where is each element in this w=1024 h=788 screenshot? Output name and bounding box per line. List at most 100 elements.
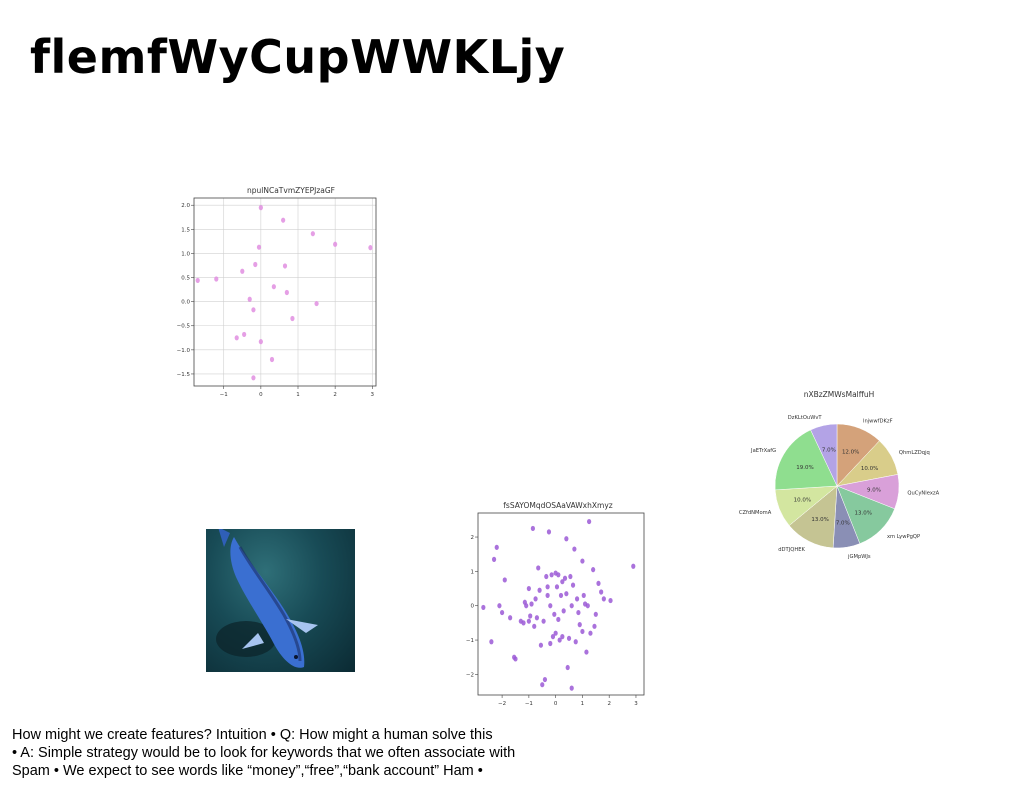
scatter-point	[529, 601, 534, 607]
scatter-point	[524, 603, 529, 609]
scatter-point	[494, 544, 499, 550]
scatter-point	[544, 573, 549, 580]
scatter-point	[557, 637, 562, 643]
scatter-point	[499, 609, 505, 616]
scatter-point	[513, 656, 518, 662]
y-tick-label: 0	[471, 604, 475, 610]
scatter-point	[601, 596, 606, 602]
scatter-point	[491, 556, 497, 562]
x-tick-label: 0	[554, 701, 558, 707]
scatter-point	[234, 335, 239, 341]
scatter-point	[497, 603, 502, 609]
scatter-point	[554, 584, 560, 590]
scatter-point	[481, 604, 486, 611]
y-tick-label: −1	[466, 638, 474, 644]
slice-category-label: QuCyNlexzA	[907, 491, 939, 497]
scatter-point	[240, 268, 245, 274]
scatter-point	[545, 592, 550, 599]
scatter-point	[581, 592, 586, 599]
scatter-point	[368, 245, 373, 251]
x-tick-label: −1	[220, 392, 228, 398]
scatter-point	[568, 573, 573, 580]
scatter-point	[502, 577, 507, 583]
scatter-point	[596, 580, 601, 586]
scatter-point	[588, 630, 593, 636]
y-tick-label: 2	[471, 535, 475, 541]
slice-value-label: 7.0%	[822, 448, 836, 454]
scatter-point	[256, 244, 262, 250]
x-tick-label: 2	[607, 701, 611, 707]
scatter-point	[290, 315, 295, 322]
scatter-point	[591, 567, 596, 573]
slice-category-label: DzKLtOuWvT	[788, 415, 823, 421]
scatter-point	[533, 596, 538, 602]
scatter-point	[253, 261, 258, 268]
slice-category-label: JaETrXafG	[750, 448, 776, 454]
pie-chart: nXBzZMWsMalffuH 12.0% lnjwwfDKzF 10.0% QhmL…	[739, 390, 940, 560]
x-tick-label: 2	[333, 392, 337, 398]
scatter-point	[631, 563, 636, 569]
scatter-point	[580, 558, 585, 564]
scatter-point	[565, 664, 570, 671]
scatter-point	[553, 630, 558, 636]
slice-value-label: 19.0%	[796, 465, 813, 471]
scatter-point	[560, 634, 565, 640]
y-tick-label: −0.5	[177, 324, 191, 330]
scatter-point	[526, 585, 531, 592]
koi-fish-photo	[206, 529, 355, 672]
scatter-point	[566, 635, 572, 641]
scatter-point	[532, 623, 537, 629]
scatter-point	[560, 579, 565, 585]
scatter-point	[333, 241, 338, 247]
scatter-point	[564, 536, 569, 542]
scatter-point	[584, 649, 589, 655]
body-text: How might we create features? Intuition …	[12, 727, 612, 781]
scatter-point	[593, 611, 598, 617]
scatter-point	[282, 263, 288, 269]
x-tick-label: 3	[371, 392, 375, 398]
scatter-point	[570, 582, 576, 588]
scatter-point	[587, 518, 592, 525]
slice-category-label: dDTJQHEK	[778, 547, 805, 553]
scatter-point	[569, 603, 574, 609]
scatter-point	[281, 217, 286, 223]
slice-value-label: 12.0%	[842, 449, 859, 455]
slice-value-label: 7.0%	[836, 521, 850, 527]
scatter-point	[548, 603, 553, 609]
scatter-chart-bottom: fsSAYOMqdOSAaVAWxhXmyz −2 −1 0 1 2 3 −2 −1 0 1 2	[466, 501, 645, 707]
y-tick-label: 1	[471, 569, 475, 575]
y-tick-label: 1.0	[181, 251, 190, 257]
y-tick-label: −2	[466, 672, 474, 678]
scatter-point	[540, 682, 545, 688]
plot-frame	[477, 512, 645, 696]
scatter-point	[558, 592, 564, 599]
x-tick-label: −2	[498, 701, 506, 707]
scatter-point	[599, 589, 604, 595]
scatter-point	[577, 622, 582, 628]
scatter-point	[284, 289, 289, 296]
scatter-point	[549, 572, 554, 578]
y-tick-label: 0.0	[181, 300, 190, 306]
x-tick-label: 1	[296, 392, 300, 398]
slice-value-label: 10.0%	[861, 466, 878, 472]
scatter-point	[214, 276, 219, 282]
scatter-point	[537, 587, 542, 593]
scatter-point	[521, 620, 526, 626]
scatter-point	[546, 529, 552, 535]
scatter-point	[530, 525, 535, 532]
scatter-point	[550, 634, 556, 640]
scatter-point	[564, 591, 569, 597]
scatter-point	[269, 356, 275, 363]
scatter-point	[552, 611, 557, 617]
slide-title: flemfWyCupWWKLjy	[30, 30, 566, 84]
scatter-point	[561, 608, 566, 614]
y-tick-label: 2.0	[181, 203, 190, 209]
scatter-point	[608, 597, 613, 604]
scatter-point	[538, 642, 544, 648]
scatter-point	[562, 575, 568, 581]
x-tick-label: 3	[634, 701, 638, 707]
y-tick-label: −1.5	[177, 372, 191, 378]
scatter-point	[528, 613, 533, 619]
koi-fish-illustration	[216, 529, 318, 668]
slice-category-label: jGMpWJs	[847, 554, 871, 560]
